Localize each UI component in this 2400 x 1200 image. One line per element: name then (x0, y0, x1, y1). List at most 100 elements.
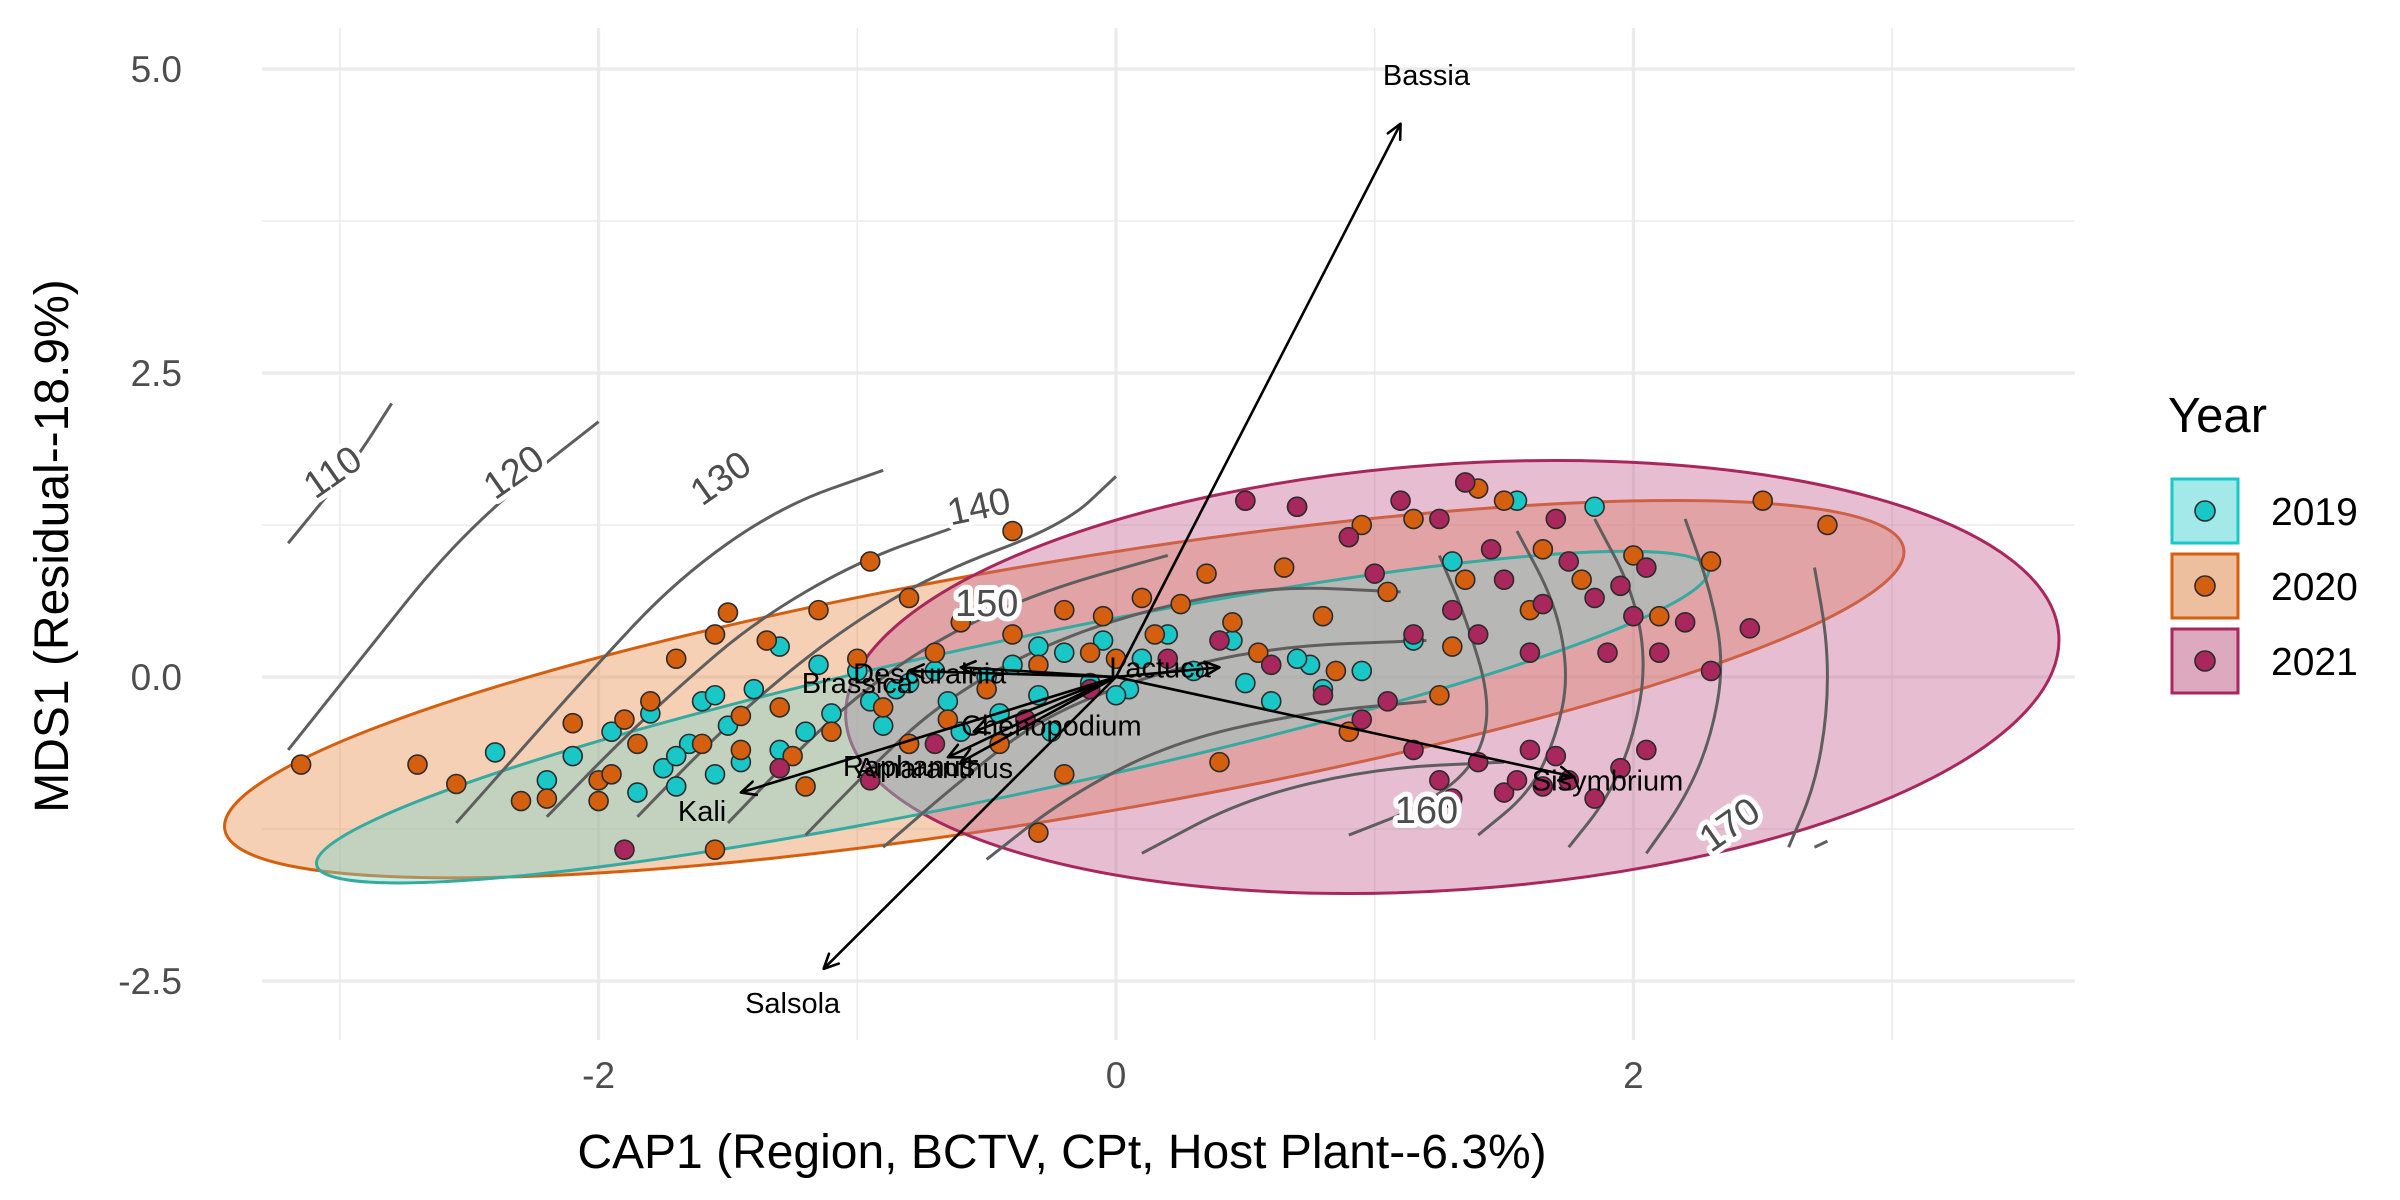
point-2019 (704, 763, 726, 785)
point-2020 (1532, 539, 1554, 560)
point-2021 (1739, 618, 1761, 639)
point-2021 (1338, 526, 1360, 548)
point-2020 (1002, 520, 1023, 542)
point-2019 (1131, 648, 1153, 670)
point-2021 (1506, 770, 1528, 791)
legend-point-2021 (2194, 650, 2216, 672)
point-2021 (1312, 684, 1334, 706)
point-2020 (1454, 569, 1476, 591)
vector-arrowhead (946, 743, 966, 759)
contour-label: 130 (683, 443, 759, 514)
point-2021 (924, 733, 946, 755)
legend: Year 2019 2020 2021 (2168, 389, 2358, 695)
point-2021 (1429, 770, 1450, 791)
y-tick-label: 5.0 (131, 49, 182, 90)
contour-line (882, 639, 1427, 849)
point-2019 (743, 678, 765, 700)
point-2019 (665, 776, 687, 797)
y-axis-title: MDS1 (Residual--18.9%) (26, 279, 79, 813)
point-2020 (950, 611, 972, 633)
point-2020 (1131, 587, 1153, 609)
point-2021 (1636, 739, 1657, 761)
point-2021 (1674, 611, 1696, 633)
point-2020 (1403, 508, 1424, 530)
point-2020 (1351, 514, 1373, 536)
point-2020 (1817, 514, 1838, 536)
point-2019 (821, 703, 842, 724)
x-axis-title: CAP1 (Region, BCTV, CPt, Host Plant--6.3… (577, 1126, 1546, 1179)
point-2021 (1377, 691, 1398, 712)
point-2020 (1273, 557, 1295, 578)
vectors: Bassia Salsola Sisymbrium Kali BrassicaDescu… (678, 60, 1683, 1020)
point-2020 (1144, 624, 1166, 645)
point-2021 (1545, 508, 1567, 530)
species-label: Bassia (1383, 60, 1471, 92)
legend-label-2021: 2021 (2271, 641, 2358, 684)
point-2020 (1247, 642, 1269, 663)
point-2021 (1480, 539, 1502, 560)
point-2021 (1636, 557, 1657, 578)
point-2021 (1260, 654, 1282, 676)
point-2021 (1157, 648, 1179, 670)
point-2019 (562, 745, 584, 767)
plot-area: Bassia Salsola Sisymbrium Kali BrassicaDescu… (223, 28, 2075, 1040)
point-2020 (1196, 563, 1217, 584)
vector-arrowhead (739, 780, 759, 797)
point-2020 (1752, 490, 1774, 511)
point-2020 (640, 691, 661, 712)
point-2020 (924, 642, 946, 663)
point-2021 (1584, 587, 1605, 609)
ellipse-2020 (223, 499, 1906, 880)
point-2021 (1648, 642, 1670, 663)
point-2019 (898, 672, 920, 694)
contour-line (286, 402, 393, 545)
grid (262, 28, 2075, 1040)
vector-sisymbrium (1115, 675, 1575, 778)
vector-lactuca (1115, 665, 1220, 679)
point-2020 (446, 773, 467, 795)
contour-label: 160 (1395, 790, 1458, 832)
species-label: Kali (678, 796, 726, 828)
vector-raphanus (947, 675, 1117, 759)
point-2020 (730, 705, 752, 727)
x-tick-labels: -2 0 2 (582, 1055, 1644, 1096)
species-label: Amaranthus (857, 753, 1013, 785)
legend-label-2019: 2019 (2271, 491, 2358, 534)
vector-arrowhead (1386, 122, 1402, 142)
legend-items: 2019 2020 2021 (2170, 477, 2358, 695)
point-2020 (1079, 642, 1101, 663)
x-tick-label: 0 (1106, 1055, 1127, 1096)
point-2020 (1700, 551, 1722, 572)
ellipse-2021 (844, 459, 2061, 895)
species-label: Brassica (802, 668, 914, 700)
vector-chenopodium (973, 675, 1117, 733)
point-2020 (691, 733, 713, 755)
point-2019 (1028, 636, 1049, 657)
point-2019 (652, 757, 674, 779)
contour-line (636, 475, 1118, 818)
point-2021 (1545, 745, 1567, 767)
point-2020 (290, 754, 312, 775)
vector-arrowhead (959, 659, 977, 677)
legend-label-2020: 2020 (2271, 566, 2358, 609)
point-2020 (976, 678, 997, 700)
point-2020 (859, 551, 881, 572)
species-label: Salsola (745, 988, 841, 1020)
species-label: Descurainia (853, 658, 1007, 690)
point-2020 (536, 788, 558, 809)
point-2020 (407, 754, 428, 775)
point-2020 (1623, 545, 1644, 566)
point-2019 (937, 691, 959, 712)
point-2021 (1623, 605, 1644, 627)
point-2019 (1092, 630, 1114, 651)
species-label: Lactuca (1109, 652, 1211, 684)
contour-line (286, 420, 600, 751)
legend-key-2020 (2170, 552, 2240, 620)
point-2020 (1092, 605, 1114, 627)
legend-point-2020 (2194, 575, 2216, 597)
x-tick-label: -2 (582, 1055, 615, 1096)
x-tick-label: 2 (1623, 1055, 1644, 1096)
contour-label: 120 (476, 437, 552, 508)
point-2020 (1170, 593, 1191, 615)
